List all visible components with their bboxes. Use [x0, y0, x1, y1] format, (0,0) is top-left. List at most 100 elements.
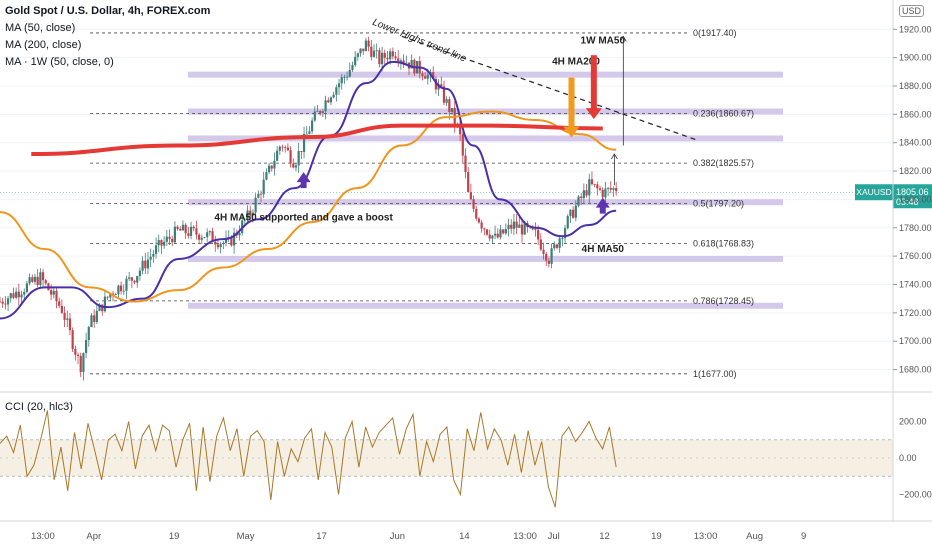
candle-body	[289, 150, 292, 164]
candle-body	[450, 108, 454, 112]
candle-body	[399, 60, 403, 62]
candle-body	[477, 218, 481, 223]
candle-body	[192, 226, 195, 229]
symbol-tag-bg	[855, 184, 893, 201]
candle-body	[4, 303, 7, 305]
candle-body	[165, 236, 168, 242]
candle-body	[41, 272, 45, 281]
candle-body	[125, 278, 128, 291]
candle-body	[211, 231, 214, 242]
x-tick-label: 9	[801, 531, 806, 542]
candle-body	[606, 187, 610, 189]
legend-ma200[interactable]: MA (200, close)	[5, 39, 82, 51]
candle-body	[98, 304, 101, 311]
currency-label[interactable]: USD	[898, 5, 924, 17]
candle-body	[537, 229, 540, 240]
candle-body	[496, 233, 499, 238]
candle-body	[499, 229, 502, 238]
fib-label: 0.618(1768.83)	[693, 239, 754, 249]
candle-body	[171, 238, 174, 243]
candle-body	[386, 57, 389, 60]
candle-body	[103, 296, 107, 312]
candle-body	[485, 229, 489, 235]
candle-body	[219, 243, 222, 248]
candle-body	[160, 240, 163, 246]
fib-label: 0.5(1797.20)	[693, 198, 744, 208]
candle-body	[459, 125, 462, 135]
fib-lines: 0(1917.40) 0.236(1860.67) 0.382(1825.57) 0.…	[90, 28, 754, 379]
candle-body	[232, 232, 236, 246]
candle-body	[612, 187, 615, 190]
candle-body	[286, 147, 290, 151]
candle-body	[367, 40, 370, 47]
y-tick-label: 1760.00	[899, 251, 932, 261]
candle-body	[189, 226, 193, 236]
candle-body	[488, 234, 491, 239]
legend-weekly-ma50[interactable]: MA · 1W (50, close, 0)	[5, 56, 114, 68]
x-tick-label: May	[237, 531, 255, 542]
candle-body	[214, 241, 217, 245]
candle-body	[337, 83, 341, 88]
candle-body	[20, 294, 23, 298]
candle-body	[580, 196, 583, 199]
candle-body	[593, 184, 596, 185]
candle-body	[311, 120, 314, 132]
candle-body	[302, 133, 306, 152]
candle-body	[31, 277, 34, 282]
candle-body	[378, 50, 381, 65]
candle-body	[362, 48, 365, 52]
candle-body	[90, 315, 93, 328]
candle-body	[405, 62, 408, 64]
candle-body	[297, 150, 300, 166]
candle-body	[300, 150, 303, 152]
candle-body	[52, 290, 55, 295]
candle-body	[577, 196, 580, 206]
y-tick-label: 1860.00	[899, 109, 932, 119]
candle-body	[257, 193, 260, 198]
candle-body	[604, 188, 607, 198]
candle-body	[184, 224, 187, 234]
y-tick-label: 1680.00	[899, 365, 932, 375]
candle-body	[93, 315, 96, 322]
cci-tick-label: −200.00	[899, 489, 932, 499]
symbol-tag: XAUUSD	[856, 187, 891, 197]
candle-body	[181, 224, 185, 231]
candle-body	[246, 210, 249, 220]
candle-body	[542, 249, 545, 254]
x-tick-label: 19	[169, 531, 180, 542]
weekly-ma50-line	[31, 123, 603, 157]
candle-body	[424, 76, 427, 79]
candle-body	[313, 111, 316, 121]
candle-body	[138, 270, 142, 277]
candle-body	[66, 318, 69, 320]
candle-body	[109, 293, 112, 298]
candle-body	[558, 238, 561, 248]
candle-body	[74, 348, 77, 355]
candle-body	[585, 190, 588, 196]
candle-body	[208, 231, 211, 233]
candle-body	[12, 293, 15, 298]
fib-label: 0.786(1728.45)	[693, 296, 754, 306]
candle-body	[327, 100, 330, 103]
candle-body	[1, 301, 4, 304]
candle-body	[63, 312, 66, 320]
candle-body	[426, 74, 429, 79]
candle-body	[372, 50, 376, 57]
fib-label: 0(1917.40)	[693, 28, 737, 38]
legend-ma50[interactable]: MA (50, close)	[5, 22, 76, 34]
candle-body	[284, 147, 287, 149]
candle-body	[448, 99, 451, 112]
support-resistance-band	[188, 255, 783, 262]
candle-body	[195, 228, 198, 235]
resistance-arrow-orange	[563, 126, 580, 138]
candle-body	[28, 277, 31, 284]
candle-body	[39, 272, 42, 285]
candle-body	[520, 224, 524, 235]
candle-body	[133, 280, 136, 283]
candle-body	[383, 52, 386, 58]
cci-tick-label: 0.00	[899, 453, 917, 463]
support-resistance-band	[188, 302, 783, 309]
candle-body	[324, 100, 327, 112]
